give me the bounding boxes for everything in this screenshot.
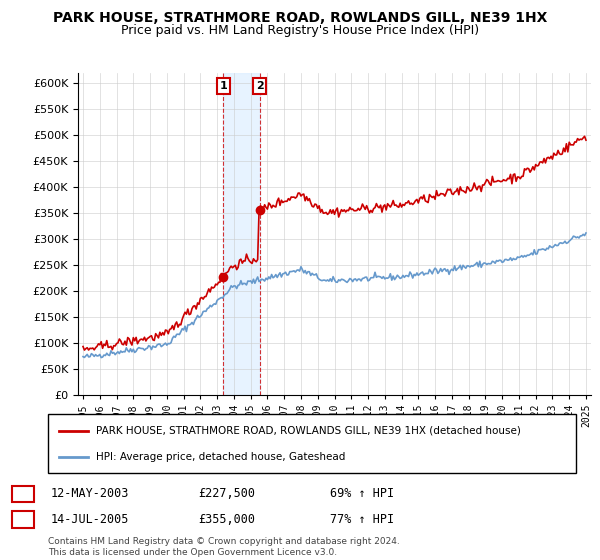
Text: HPI: Average price, detached house, Gateshead: HPI: Average price, detached house, Gate… [95, 452, 345, 462]
Bar [223, 73, 260, 395]
Text: 1: 1 [220, 81, 227, 91]
Text: 77% ↑ HPI: 77% ↑ HPI [330, 512, 394, 526]
Text: 2: 2 [256, 81, 263, 91]
Text: £355,000: £355,000 [198, 512, 255, 526]
Text: 14-JUL-2005: 14-JUL-2005 [51, 512, 130, 526]
Text: £227,500: £227,500 [198, 487, 255, 501]
Text: 69% ↑ HPI: 69% ↑ HPI [330, 487, 394, 501]
Text: 1: 1 [19, 487, 27, 501]
Text: PARK HOUSE, STRATHMORE ROAD, ROWLANDS GILL, NE39 1HX (detached house): PARK HOUSE, STRATHMORE ROAD, ROWLANDS GI… [95, 426, 520, 436]
Text: Contains HM Land Registry data © Crown copyright and database right 2024.
This d: Contains HM Land Registry data © Crown c… [48, 538, 400, 557]
Text: Price paid vs. HM Land Registry's House Price Index (HPI): Price paid vs. HM Land Registry's House … [121, 24, 479, 36]
Text: PARK HOUSE, STRATHMORE ROAD, ROWLANDS GILL, NE39 1HX: PARK HOUSE, STRATHMORE ROAD, ROWLANDS GI… [53, 11, 547, 25]
Text: 12-MAY-2003: 12-MAY-2003 [51, 487, 130, 501]
Text: 2: 2 [19, 512, 27, 526]
FancyBboxPatch shape [48, 414, 576, 473]
